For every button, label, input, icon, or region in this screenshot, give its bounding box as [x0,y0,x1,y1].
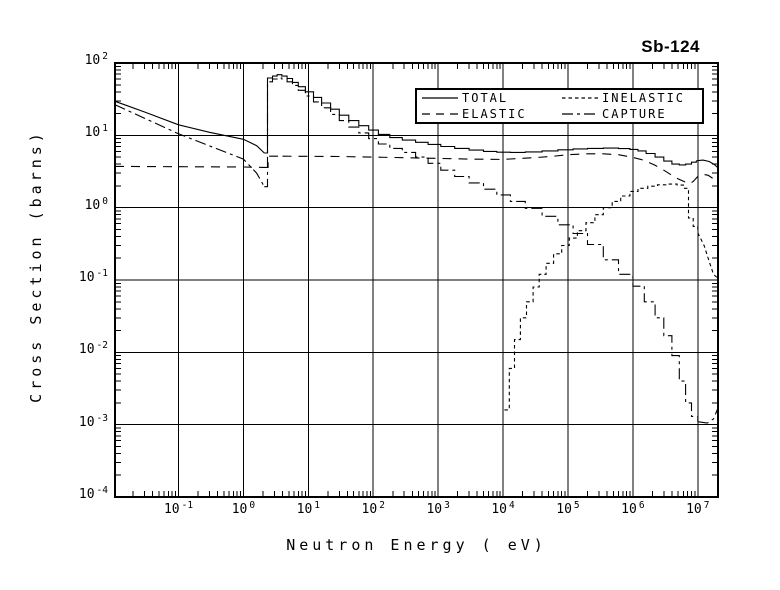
legend-line-sample-total [422,97,458,99]
x-tick-label-1e1: 10 1 [296,500,321,517]
legend-item-total: TOTAL [422,90,562,106]
legend-item-elastic: ELASTIC [422,106,562,122]
x-axis-label: Neutron Energy ( eV) [286,536,547,554]
chart-title: Sb-124 [641,37,700,56]
x-tick-label-1e3: 10 3 [426,500,450,517]
axis-minor-ticks [115,63,718,497]
legend-label-elastic: ELASTIC [462,107,527,121]
legend-item-inelastic: INELASTIC [562,90,702,106]
series-inelastic-line [504,183,719,411]
x-tick-label-1e6: 10 6 [621,500,645,517]
series-total-line [114,74,719,169]
legend-label-total: TOTAL [462,91,509,105]
y-tick-label-1e1: 10 1 [84,123,108,141]
y-axis-label: Cross Section (barns) [27,129,45,403]
y-tick-label-1e-3: 10 -3 [78,412,108,430]
y-tick-label-1e-4: 10 -4 [78,485,108,502]
legend-line-sample-capture [562,113,598,115]
x-tick-label-1e2: 10 2 [361,500,385,517]
legend-item-capture: CAPTURE [562,106,702,122]
legend: TOTAL INELASTIC ELASTIC CAPTURE [415,88,704,124]
y-tick-label-1e-1: 10 -1 [78,268,108,285]
x-tick-label-1e7: 10 7 [686,500,710,517]
legend-line-sample-inelastic [562,97,598,99]
x-tick-label-1e4: 10 4 [491,500,515,517]
legend-label-capture: CAPTURE [602,107,667,121]
legend-label-inelastic: INELASTIC [602,91,686,105]
x-tick-label-1e-1: 10 -1 [163,500,194,517]
y-tick-label-1e0: 10 0 [84,195,108,213]
series-elastic-line [114,153,719,185]
legend-line-sample-elastic [422,113,458,115]
x-tick-label-1e5: 10 5 [556,500,580,517]
series-capture-line [114,77,719,424]
plot-border [114,62,719,498]
grid-lines [115,63,718,497]
y-tick-label-1e2: 10 2 [84,51,108,68]
y-tick-label-1e-2: 10 -2 [78,340,108,358]
x-tick-label-1e0: 10 0 [231,500,256,517]
